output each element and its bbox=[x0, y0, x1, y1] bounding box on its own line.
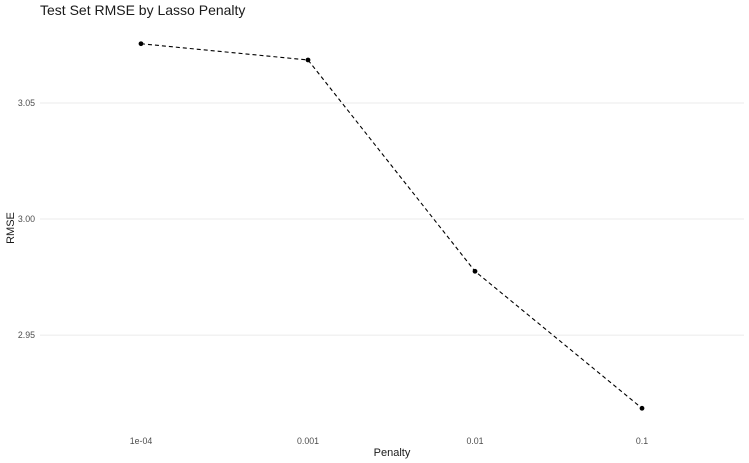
chart-title: Test Set RMSE by Lasso Penalty bbox=[40, 2, 245, 18]
x-axis-title: Penalty bbox=[374, 447, 411, 459]
data-point bbox=[138, 41, 144, 47]
y-tick-label: 3.00 bbox=[18, 214, 35, 224]
data-point bbox=[472, 268, 478, 274]
y-axis-ticks: 3.05 3.00 2.95 bbox=[18, 98, 35, 340]
series-line bbox=[140, 43, 643, 409]
gridlines bbox=[40, 102, 744, 336]
y-tick-label: 2.95 bbox=[18, 330, 35, 340]
x-tick-label: 0.1 bbox=[636, 436, 648, 446]
x-axis-ticks: 1e-04 0.001 0.01 0.1 bbox=[130, 436, 648, 446]
series-group bbox=[138, 41, 645, 411]
data-point bbox=[305, 57, 311, 63]
x-tick-label: 1e-04 bbox=[130, 436, 153, 446]
x-tick-label: 0.01 bbox=[466, 436, 483, 446]
data-point bbox=[639, 405, 645, 411]
y-axis-title: RMSE bbox=[5, 212, 17, 244]
x-tick-label: 0.001 bbox=[297, 436, 319, 446]
y-tick-label: 3.05 bbox=[18, 98, 35, 108]
